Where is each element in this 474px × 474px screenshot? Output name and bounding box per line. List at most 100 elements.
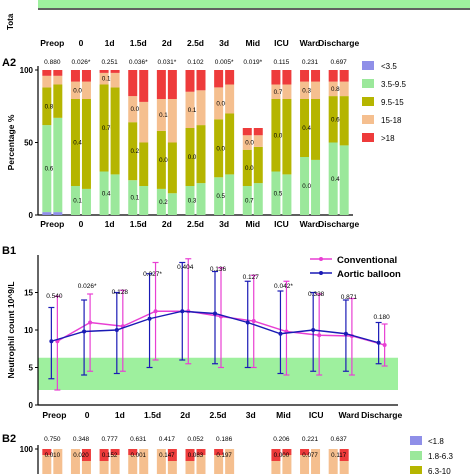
a2-legend-swatch [362, 61, 374, 70]
a2-pvalue: 0.115 [274, 59, 290, 66]
a2-bar-segment [214, 70, 224, 88]
a2-category-label: Ward [300, 219, 321, 229]
b1-normal-range-band [38, 357, 398, 390]
a2-bar-segment [253, 135, 263, 147]
b1-point [49, 339, 54, 344]
a2-bar-segment [53, 84, 63, 118]
b2-pvalue: 0.186 [216, 436, 233, 443]
a2-bar-segment [156, 99, 166, 131]
a2-category-label: 0 [79, 219, 84, 229]
a2-bar-segment [70, 186, 80, 215]
a2-bar-segment [42, 87, 52, 126]
b2-bar-segment [81, 461, 91, 474]
top-category-label: 2.5d [187, 38, 204, 48]
b2-bar-segment [300, 449, 310, 455]
b2-data-label: 0.077 [302, 452, 318, 459]
a2-bar-segment [253, 183, 263, 215]
a2-legend-label: 3.5-9.5 [381, 80, 406, 89]
a2-category-label: 1.5d [130, 219, 147, 229]
b1-pvalue: 0.871 [341, 294, 358, 301]
a2-bar-segment [282, 70, 292, 85]
a2-pvalue: 0.019* [243, 59, 262, 66]
panel-label-b2: B2 [2, 433, 16, 445]
a2-data-label: 0.064 [245, 165, 261, 172]
a2-ytick-label: 50 [24, 139, 33, 148]
b2-data-label: 0.010 [45, 452, 61, 459]
a2-bar-segment [167, 142, 177, 194]
a2-bar-segment [81, 99, 91, 189]
a2-pvalue: 0.026* [72, 59, 91, 66]
a2-data-label: 0.359 [188, 198, 204, 205]
a2-legend-swatch [362, 97, 374, 106]
a2-data-label: 0.436 [331, 176, 347, 183]
a2-data-label: 0.006 [216, 100, 232, 107]
a2-bar-segment [282, 174, 292, 215]
a2-category-label: ICU [274, 219, 289, 229]
a2-pvalue: 0.231 [302, 59, 319, 66]
b2-pvalue: 0.417 [159, 436, 176, 443]
a2-bar-segment [70, 70, 80, 82]
a2-bar-segment [128, 180, 138, 215]
a2-bar-segment [225, 113, 235, 175]
b1-pvalue: 0.042* [274, 283, 293, 290]
b1-ylabel: Neutrophil count 10^9/L [6, 281, 16, 378]
top-category-label: ICU [274, 38, 289, 48]
a2-bar-segment [128, 96, 138, 123]
a2-category-label: Mid [245, 219, 260, 229]
b1-pvalue: 0.180 [373, 314, 390, 321]
b2-pvalue: 0.052 [187, 436, 204, 443]
a2-bar-segment [282, 84, 292, 99]
a2-bar-segment [271, 171, 281, 215]
a2-bar-segment [214, 177, 224, 215]
a2-bar-segment [328, 81, 338, 97]
b1-point [147, 316, 152, 321]
a2-bar-segment [242, 135, 252, 150]
top-strip: Tota Preop 0 1d 1.5d 2d 2.5d 3d Mid ICU WardDisch… [6, 0, 470, 48]
b2-bar-segment [42, 449, 52, 455]
b1-category-label: 3d [246, 410, 256, 420]
a2-bar-segment [311, 159, 321, 215]
panel-a2: A2 Percentage % 0 50 100 0.613 0.862 0.880 Preo… [2, 57, 406, 229]
a2-data-label: 0.098 [73, 87, 89, 94]
a2-bar-segment [311, 99, 321, 160]
a2-pvalue: 0.251 [101, 59, 118, 66]
b2-bar-segment [156, 449, 166, 458]
a2-ylabel: Percentage % [6, 114, 16, 170]
b1-point [153, 309, 158, 314]
a2-bar-segment [339, 96, 349, 146]
b1-point [245, 320, 250, 325]
a2-bar-segment [271, 84, 281, 99]
b2-bar-segment [128, 455, 138, 474]
a2-data-label: 0.141 [159, 112, 175, 119]
a2-bar-segment [225, 174, 235, 215]
b2-pvalue: 0.637 [331, 436, 348, 443]
b2-bar-segment [311, 458, 321, 474]
a2-bar-segment [81, 81, 91, 99]
a2-bar-segment [110, 72, 120, 88]
b2-bar-segment [328, 449, 338, 458]
a2-bar-segment [156, 70, 166, 99]
a2-bar-segment [156, 188, 166, 215]
a2-pvalue: 0.102 [187, 59, 204, 66]
a2-data-label: 0.091 [302, 183, 318, 190]
a2-data-label: 0.709 [102, 125, 118, 132]
b1-point [382, 343, 387, 347]
a2-bar-segment [311, 81, 321, 99]
chart-b1: Neutrophil count 10^9/L 0 5 10 15 0.540 0.026*… [6, 255, 402, 420]
b2-data-label: 0.001 [130, 452, 146, 459]
a2-bar-segment [99, 171, 109, 215]
b1-category-label: Discharge [361, 410, 402, 420]
b2-bar-segment [214, 455, 224, 474]
a2-bar-segment [42, 125, 52, 213]
a2-bar-segment [300, 81, 310, 99]
a2-bar-segment [81, 70, 91, 82]
a2-legend-label: 9.5-15 [381, 98, 404, 107]
a2-bar-segment [185, 70, 195, 92]
a2-bar-segment [253, 146, 263, 184]
a2-bar-segment [185, 186, 195, 215]
a2-bar-segment [42, 212, 52, 215]
a2-legend-swatch [362, 115, 374, 124]
b1-pvalue: 0.128 [112, 289, 129, 296]
a2-data-label: 0.246 [159, 199, 175, 206]
a2-bar-segment [271, 70, 281, 85]
